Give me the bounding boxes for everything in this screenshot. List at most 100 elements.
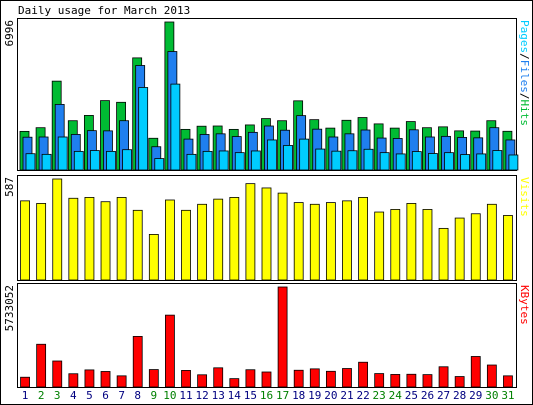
legend-entry-pages-files-hits-1: /: [518, 53, 531, 60]
x-tick-day-22: 22: [356, 389, 369, 402]
x-tick-day-23: 23: [373, 389, 386, 402]
bar-pages-day-7: [122, 149, 132, 171]
bar-visits-day-1: [20, 200, 30, 281]
bar-pages-day-31: [508, 154, 519, 171]
bar-pages-day-27: [444, 152, 454, 171]
max-label-kbytes: 5733052: [3, 285, 16, 331]
legend-visits: Visits: [518, 177, 531, 217]
x-tick-day-29: 29: [469, 389, 482, 402]
x-tick-day-8: 8: [134, 389, 141, 402]
x-tick-day-26: 26: [421, 389, 434, 402]
bar-pages-day-12: [202, 150, 213, 171]
x-tick-day-11: 11: [179, 389, 192, 402]
bar-pages-day-29: [476, 153, 487, 171]
bar-pages-day-3: [57, 136, 68, 171]
legend-entry-pages-files-hits-0: Pages: [518, 20, 531, 53]
bar-kbytes-day-18: [293, 369, 304, 388]
legend-pages-files-hits: Pages/Files/Hits: [518, 20, 531, 126]
bar-kbytes-day-31: [503, 375, 513, 388]
bar-kbytes-day-4: [68, 373, 79, 388]
max-label-pages-files-hits: 6996: [3, 20, 16, 47]
bar-pages-day-18: [299, 138, 310, 171]
x-tick-day-13: 13: [212, 389, 225, 402]
x-tick-day-1: 1: [22, 389, 29, 402]
bar-visits-day-25: [406, 203, 417, 281]
bar-kbytes-day-5: [84, 369, 95, 388]
bar-visits-day-27: [438, 227, 449, 281]
x-tick-day-14: 14: [228, 389, 242, 402]
bar-visits-day-31: [503, 215, 513, 281]
bar-kbytes-day-16: [261, 371, 272, 388]
bar-pages-day-10: [170, 83, 181, 171]
bar-pages-day-4: [73, 150, 84, 171]
x-tick-day-30: 30: [485, 389, 498, 402]
bar-visits-day-17: [277, 192, 288, 281]
bar-kbytes-day-10: [165, 314, 175, 388]
bar-pages-day-22: [363, 148, 374, 171]
bar-kbytes-day-29: [470, 356, 481, 388]
x-tick-day-15: 15: [244, 389, 257, 402]
bar-visits-day-20: [325, 202, 336, 281]
bar-pages-day-8: [138, 87, 149, 171]
bar-kbytes-day-19: [309, 368, 320, 388]
legend-entry-visits-0: Visits: [518, 177, 531, 217]
x-tick-day-3: 3: [54, 389, 61, 402]
bar-kbytes-day-28: [454, 376, 465, 388]
bar-kbytes-day-7: [116, 375, 127, 388]
bar-kbytes-day-26: [422, 374, 433, 388]
bar-pages-day-24: [395, 153, 406, 171]
bar-visits-day-6: [100, 201, 111, 281]
bar-pages-day-28: [460, 154, 471, 171]
bar-visits-day-7: [116, 197, 127, 281]
bar-kbytes-day-24: [390, 374, 401, 388]
bar-visits-day-29: [470, 213, 481, 281]
x-tick-day-9: 9: [151, 389, 158, 402]
bar-kbytes-day-2: [36, 343, 47, 388]
bar-pages-day-19: [315, 148, 326, 171]
x-tick-day-4: 4: [70, 389, 77, 402]
bar-kbytes-day-20: [325, 370, 336, 388]
bar-kbytes-day-17: [277, 286, 288, 388]
x-tick-day-2: 2: [38, 389, 45, 402]
max-label-visits: 587: [3, 177, 16, 197]
bar-pages-day-13: [218, 150, 229, 171]
bar-kbytes-day-3: [52, 360, 63, 388]
bar-pages-day-16: [267, 139, 277, 171]
bar-visits-day-2: [36, 203, 47, 281]
bar-kbytes-day-11: [181, 370, 191, 388]
bar-pages-day-2: [41, 153, 52, 171]
bar-kbytes-day-27: [438, 366, 449, 388]
bar-kbytes-day-9: [148, 369, 159, 388]
bar-pages-day-25: [411, 151, 422, 171]
legend-kbytes: KBytes: [518, 285, 531, 325]
bar-kbytes-day-21: [342, 368, 352, 388]
x-tick-day-18: 18: [292, 389, 305, 402]
bar-kbytes-day-13: [213, 367, 224, 388]
bar-visits-day-15: [245, 183, 256, 281]
x-tick-day-21: 21: [340, 389, 353, 402]
bar-pages-day-20: [331, 150, 342, 171]
bar-visits-day-5: [84, 197, 95, 281]
bar-visits-day-22: [358, 197, 368, 281]
x-tick-day-25: 25: [405, 389, 418, 402]
bar-kbytes-day-14: [229, 378, 240, 388]
bar-visits-day-8: [132, 209, 143, 281]
x-tick-day-19: 19: [308, 389, 321, 402]
x-tick-day-10: 10: [163, 389, 176, 402]
bar-visits-day-14: [229, 197, 240, 281]
bar-pages-day-17: [283, 145, 293, 171]
bar-kbytes-day-8: [132, 336, 143, 388]
bar-kbytes-day-15: [245, 369, 256, 388]
chart-title: Daily usage for March 2013: [18, 4, 190, 17]
x-tick-day-6: 6: [102, 389, 109, 402]
x-tick-day-12: 12: [195, 389, 208, 402]
bar-visits-day-26: [422, 209, 433, 281]
bar-visits-day-21: [342, 200, 352, 281]
legend-entry-kbytes-0: KBytes: [518, 285, 531, 325]
bar-kbytes-day-30: [486, 364, 497, 388]
bar-kbytes-day-23: [374, 373, 385, 388]
x-tick-day-27: 27: [437, 389, 450, 402]
bar-visits-day-3: [52, 178, 63, 281]
x-tick-day-7: 7: [118, 389, 125, 402]
